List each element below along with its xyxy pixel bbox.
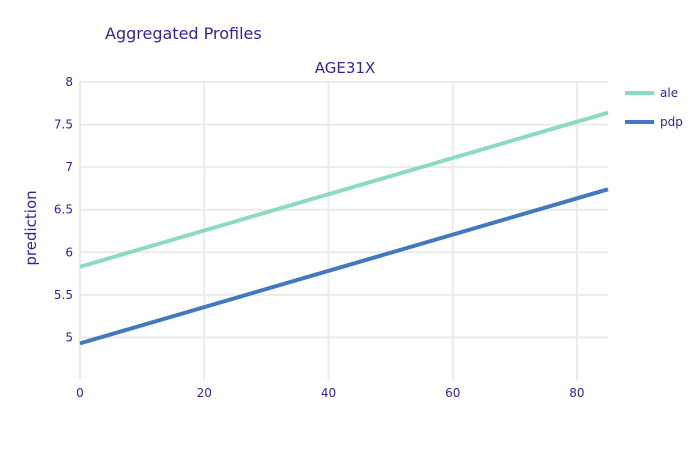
x-tick-label: 80 — [569, 386, 584, 400]
series-line-pdp — [79, 187, 609, 346]
series-line-ale — [79, 110, 609, 269]
y-tick-label: 6 — [65, 245, 73, 259]
series-layer — [79, 110, 609, 346]
legend-item-ale[interactable]: ale — [625, 86, 678, 100]
legend[interactable]: ale pdp — [625, 86, 683, 129]
tick-layer: 55.566.577.580 20 40 60 80 — [54, 75, 585, 400]
x-tick-label: 40 — [321, 386, 336, 400]
y-tick-label: 6.5 — [54, 203, 73, 217]
y-tick-label: 7.5 — [54, 118, 73, 132]
y-axis-label: prediction — [22, 190, 40, 265]
x-tick-label: 60 — [445, 386, 460, 400]
legend-label-pdp: pdp — [660, 115, 683, 129]
chart-subtitle: AGE31X — [315, 59, 375, 77]
y-tick-label: 7 — [65, 160, 73, 174]
chart-title: Aggregated Profiles — [105, 24, 262, 43]
grid-layer — [79, 81, 608, 380]
x-tick-label: 0 — [76, 386, 84, 400]
legend-label-ale: ale — [660, 86, 678, 100]
y-tick-label: 5 — [65, 330, 73, 344]
legend-item-pdp[interactable]: pdp — [625, 115, 683, 129]
y-tick-label: 8 — [65, 75, 73, 89]
x-tick-label: 20 — [197, 386, 212, 400]
y-tick-label: 5.5 — [54, 288, 73, 302]
